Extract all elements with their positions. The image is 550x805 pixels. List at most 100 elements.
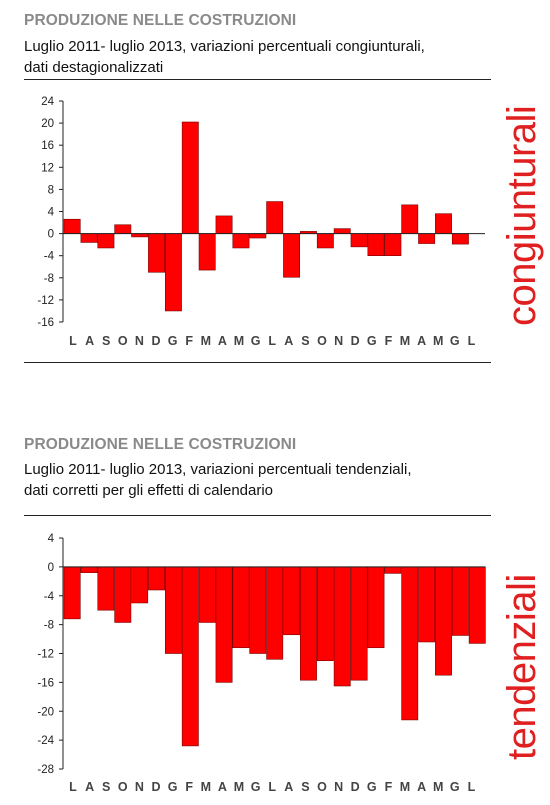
y-tick-label: 16 xyxy=(41,140,54,152)
x-tick-label: A xyxy=(417,334,426,348)
bar xyxy=(435,566,452,676)
x-tick-label: L xyxy=(468,334,476,348)
chart-subtitle-line1: Luglio 2011- luglio 2013, variazioni per… xyxy=(24,38,425,55)
top-rule xyxy=(24,515,491,516)
bar xyxy=(350,566,368,681)
top-rule xyxy=(24,79,491,80)
bar xyxy=(333,566,351,687)
x-tick-label: A xyxy=(417,780,426,794)
bar xyxy=(80,566,98,573)
x-tick-label: M xyxy=(433,780,443,794)
x-tick-label: L xyxy=(268,334,276,348)
bar xyxy=(418,566,436,643)
x-tick-label: A xyxy=(85,334,94,348)
y-tick-label: -12 xyxy=(37,295,54,307)
x-tick-label: D xyxy=(151,780,160,794)
bar xyxy=(283,566,301,636)
bar xyxy=(367,566,385,649)
y-tick-label: 0 xyxy=(48,229,54,241)
x-tick-label: M xyxy=(234,334,244,348)
bar xyxy=(198,566,216,623)
x-tick-label: G xyxy=(450,334,460,348)
x-tick-label: O xyxy=(118,334,128,348)
x-tick-label: N xyxy=(135,334,144,348)
bar xyxy=(266,566,284,660)
x-tick-label: A xyxy=(218,334,227,348)
bar xyxy=(401,566,419,721)
x-tick-label: M xyxy=(234,780,244,794)
x-tick-label: M xyxy=(400,780,410,794)
x-tick-label: S xyxy=(301,334,309,348)
y-tick-label: -8 xyxy=(44,620,54,632)
x-tick-label: M xyxy=(400,334,410,348)
chart-title: PRODUZIONE NELLE COSTRUZIONI xyxy=(24,436,297,453)
y-tick-label: -28 xyxy=(37,764,54,776)
bar xyxy=(316,566,334,662)
chart-title: PRODUZIONE NELLE COSTRUZIONI xyxy=(24,12,297,29)
x-tick-label: A xyxy=(284,780,293,794)
x-tick-label: M xyxy=(201,334,211,348)
x-tick-label: M xyxy=(433,334,443,348)
bar xyxy=(300,566,317,681)
y-tick-label: -8 xyxy=(44,273,54,285)
y-tick-label: -20 xyxy=(37,706,54,718)
x-tick-label: S xyxy=(102,334,110,348)
x-tick-label: G xyxy=(168,780,178,794)
y-tick-label: 0 xyxy=(48,562,54,574)
x-tick-label: N xyxy=(334,334,343,348)
y-tick-label: -16 xyxy=(37,317,54,329)
x-tick-label: A xyxy=(284,334,293,348)
x-tick-label: D xyxy=(351,334,360,348)
x-tick-label: S xyxy=(102,780,110,794)
x-tick-label: D xyxy=(151,334,160,348)
bar xyxy=(148,566,165,591)
chart-subtitle-line1: Luglio 2011- luglio 2013, variazioni per… xyxy=(24,461,412,478)
x-tick-label: A xyxy=(218,780,227,794)
x-tick-label: L xyxy=(69,780,77,794)
x-tick-label: F xyxy=(385,334,393,348)
bar xyxy=(468,566,486,644)
y-tick-label: 24 xyxy=(41,96,54,108)
x-tick-label: O xyxy=(317,780,327,794)
x-tick-label: M xyxy=(201,780,211,794)
x-tick-label: O xyxy=(317,334,327,348)
y-tick-label: 4 xyxy=(48,207,55,219)
x-tick-label: L xyxy=(468,780,476,794)
y-tick-label: 8 xyxy=(48,184,54,196)
y-tick-label: 20 xyxy=(41,118,54,130)
y-tick-label: -4 xyxy=(44,591,55,603)
bar xyxy=(114,566,132,623)
bar xyxy=(384,566,402,574)
chart-subtitle-line2: dati destagionalizzati xyxy=(24,59,164,76)
bottom-rule xyxy=(24,362,491,363)
y-tick-label: -16 xyxy=(37,677,54,689)
chart-subtitle-line2: dati corretti per gli effetti di calenda… xyxy=(24,482,274,499)
x-tick-label: D xyxy=(351,780,360,794)
bar xyxy=(451,566,469,636)
x-tick-label: F xyxy=(385,780,393,794)
x-tick-label: G xyxy=(168,334,178,348)
x-tick-label: L xyxy=(268,780,276,794)
x-tick-label: F xyxy=(185,334,193,348)
bar xyxy=(97,566,115,611)
bar xyxy=(164,566,182,654)
x-tick-label: O xyxy=(118,780,128,794)
y-tick-label: -4 xyxy=(44,251,55,263)
chart-panel-congiunturali: PRODUZIONE NELLE COSTRUZIONI Luglio 2011… xyxy=(0,0,550,400)
x-tick-label: N xyxy=(334,780,343,794)
x-tick-label: F xyxy=(185,780,193,794)
y-tick-label: -24 xyxy=(37,735,54,747)
bar xyxy=(63,566,81,620)
x-tick-label: G xyxy=(367,334,377,348)
y-tick-label: 4 xyxy=(48,533,55,545)
y-tick-label: -12 xyxy=(37,649,54,661)
bar xyxy=(181,566,199,747)
bar xyxy=(249,566,267,654)
bar xyxy=(232,566,250,649)
x-tick-label: S xyxy=(301,780,309,794)
bar xyxy=(131,566,149,604)
x-tick-label: N xyxy=(135,780,144,794)
